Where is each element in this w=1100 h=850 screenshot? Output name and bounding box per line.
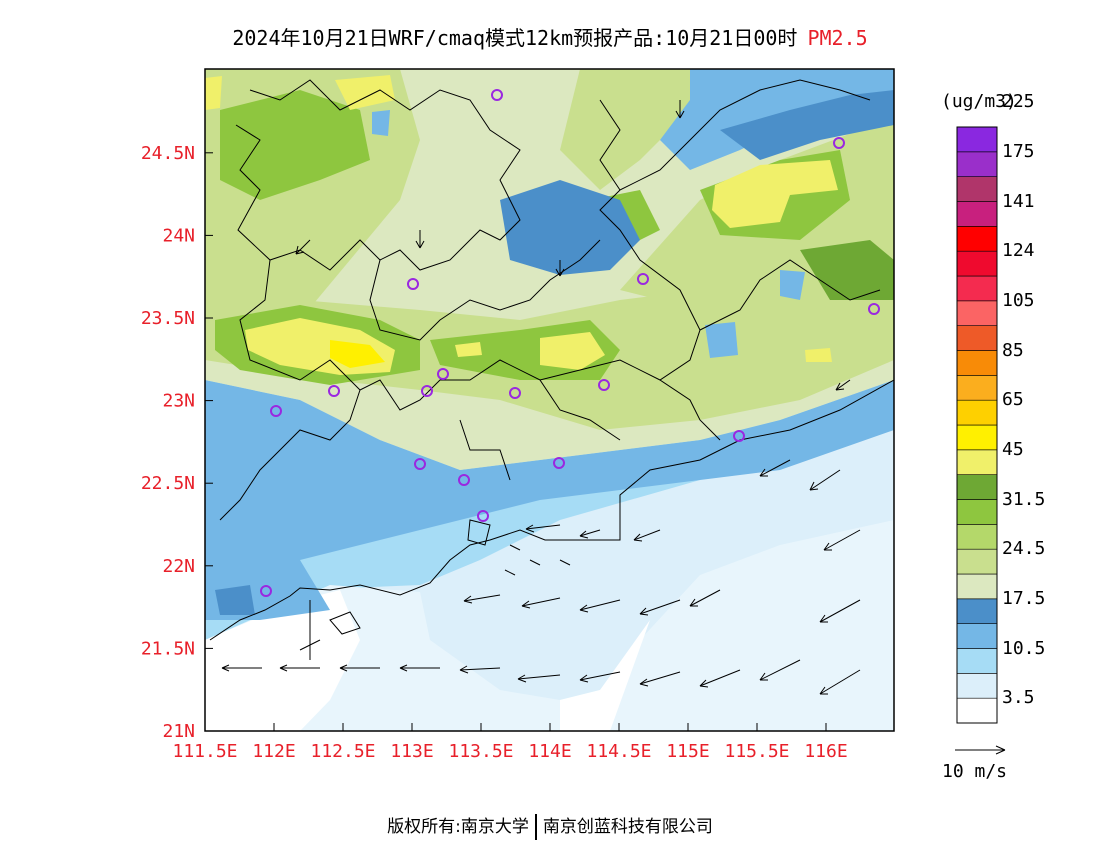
colorbar-swatch: [956, 151, 998, 177]
wind-vectors: [221, 100, 861, 695]
colorbar-swatch: [956, 548, 998, 575]
colorbar-swatch: [956, 623, 998, 649]
x-tick-label: 116E: [804, 741, 847, 762]
colorbar-swatch: [956, 300, 998, 326]
colorbar-swatch: [956, 201, 998, 227]
y-tick-label: 22N: [162, 556, 195, 577]
x-tick-label: 114E: [528, 741, 571, 762]
colorbar-swatch: [956, 474, 998, 500]
colorbar-label: 225: [1002, 91, 1035, 113]
colorbar-swatch: [956, 573, 998, 600]
x-tick-label: 115.5E: [724, 741, 789, 762]
colorbar-label: 105: [1002, 289, 1035, 311]
colorbar-label: 17.5: [1002, 587, 1046, 609]
footer-right: 南京创蓝科技有限公司: [542, 817, 713, 837]
y-tick-label: 22.5N: [141, 473, 195, 494]
colorbar-label: 3.5: [1002, 687, 1035, 709]
concentration-field: [205, 69, 894, 731]
colorbar-swatch: [956, 424, 998, 451]
colorbar: [956, 126, 998, 724]
map-title: 2024年10月21日WRF/cmaq模式12km预报产品:10月21日00时 P…: [0, 22, 1100, 51]
colorbar-swatch: [956, 250, 998, 277]
colorbar-swatch: [956, 673, 998, 699]
colorbar-swatch: [956, 226, 998, 252]
colorbar-swatch: [956, 648, 998, 674]
colorbar-label: 65: [1002, 389, 1024, 411]
colorbar-label: 31.5: [1002, 488, 1046, 510]
x-tick-label: 115E: [666, 741, 709, 762]
colorbar-label: 24.5: [1002, 538, 1046, 560]
x-tick-label: 112.5E: [310, 741, 375, 762]
y-axis: 21N 21.5N 22N 22.5N 23N 23.5N 24N 24.5N: [141, 143, 213, 742]
colorbar-swatch: [956, 325, 998, 351]
colorbar-swatch: [956, 375, 998, 401]
y-tick-label: 24N: [162, 225, 195, 246]
colorbar-label: 141: [1002, 190, 1035, 212]
x-tick-label: 114.5E: [586, 741, 651, 762]
colorbar-swatch: [956, 449, 998, 475]
y-tick-label: 21N: [162, 721, 195, 742]
x-tick-label: 112E: [252, 741, 295, 762]
footer-left: 版权所有:南京大学: [387, 817, 529, 837]
x-tick-label: 113E: [390, 741, 433, 762]
colorbar-swatch: [956, 697, 998, 724]
y-tick-label: 21.5N: [141, 638, 195, 659]
y-tick-label: 24.5N: [141, 143, 195, 164]
wind-reference-arrow: [955, 745, 1006, 755]
y-tick-label: 23.5N: [141, 308, 195, 329]
colorbar-swatch: [956, 598, 998, 624]
x-axis: 111.5E 112E 112.5E 113E 113.5E 114E 114.5E 115E…: [172, 723, 848, 762]
colorbar-swatch: [956, 524, 998, 550]
colorbar-label: 10.5: [1002, 637, 1046, 659]
colorbar-frame: [956, 126, 998, 724]
monitoring-stations: [260, 89, 880, 597]
colorbar-label: 45: [1002, 438, 1024, 460]
colorbar-unit: (ug/m3): [941, 91, 1017, 112]
copyright-footer: 版权所有:南京大学 南京创蓝科技有限公司: [0, 812, 1100, 840]
colorbar-swatch: [956, 126, 998, 153]
colorbar-swatch: [956, 499, 998, 525]
title-variable: PM2.5: [807, 26, 868, 50]
wind-reference-label: 10 m/s: [942, 761, 1008, 782]
x-tick-label: 111.5E: [172, 741, 237, 762]
colorbar-swatch: [956, 350, 998, 376]
colorbar-label: 85: [1002, 339, 1024, 361]
colorbar-swatch: [956, 275, 998, 302]
y-tick-label: 23N: [162, 391, 195, 412]
colorbar-label: 175: [1002, 140, 1035, 162]
footer-separator: [534, 814, 537, 840]
x-tick-label: 113.5E: [448, 741, 513, 762]
colorbar-label: 124: [1002, 240, 1035, 262]
colorbar-swatch: [956, 176, 998, 202]
colorbar-swatch: [956, 399, 998, 426]
title-main: 2024年10月21日WRF/cmaq模式12km预报产品:10月21日00时: [232, 26, 798, 50]
